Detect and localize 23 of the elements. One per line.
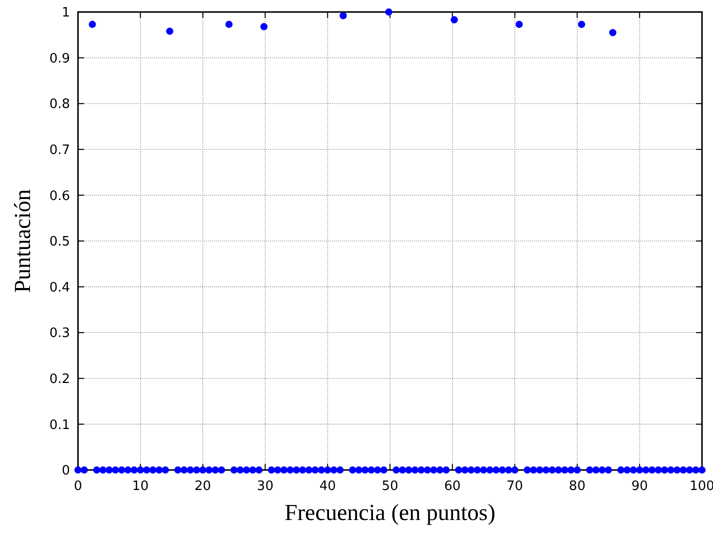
x-tick-label: 30 bbox=[256, 479, 274, 494]
x-tick-label: 80 bbox=[568, 479, 586, 494]
x-tick-label: 90 bbox=[631, 479, 648, 494]
y-tick-label: 0.1 bbox=[49, 418, 70, 433]
x-axis-title: Frecuencia (en puntos) bbox=[284, 500, 496, 525]
y-tick-label: 0.8 bbox=[49, 97, 70, 112]
y-tick-label: 0.2 bbox=[49, 372, 70, 387]
y-tick-label: 0.4 bbox=[49, 280, 70, 296]
y-tick-label: 0.7 bbox=[49, 142, 70, 158]
y-tick-label: 0.9 bbox=[49, 51, 70, 66]
x-tick-label: 50 bbox=[382, 479, 398, 494]
x-tick-label: 40 bbox=[319, 479, 336, 494]
x-tick-label: 0 bbox=[74, 479, 82, 494]
x-tick-label: 20 bbox=[194, 479, 212, 494]
y-tick-label: 1 bbox=[62, 6, 70, 21]
y-axis-title: Puntuación bbox=[10, 188, 35, 293]
y-tick-label: 0.6 bbox=[49, 188, 70, 204]
x-tick-label: 60 bbox=[444, 479, 461, 494]
y-tick-label: 0.5 bbox=[49, 234, 70, 250]
y-tick-label: 0 bbox=[62, 464, 70, 479]
x-tick-label: 70 bbox=[506, 479, 524, 494]
x-tick-label: 10 bbox=[132, 479, 149, 494]
y-tick-label: 0.3 bbox=[49, 326, 70, 342]
